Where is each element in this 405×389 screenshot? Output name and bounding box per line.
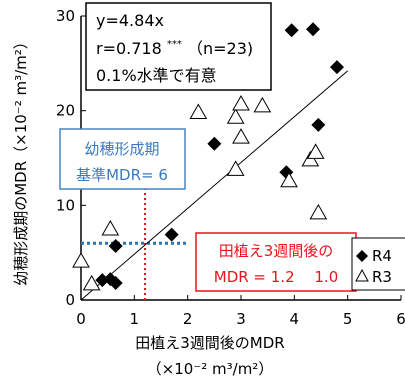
sample-count: （n=23) [187,39,253,58]
legend-r4-marker [356,250,368,262]
legend-r3-label: R3 [372,268,392,286]
blue-annotation-line2: 基準MDR= 6 [76,166,168,184]
r3-point [189,103,208,120]
x-tick-label: 3 [236,310,246,328]
x-tick-label: 1 [130,310,140,328]
r3-point [301,150,320,167]
correlation-value: r=0.718 [96,39,162,58]
r3-point [226,108,245,124]
legend-r4-label: R4 [372,247,392,265]
x-tick-label: 4 [290,310,300,328]
r4-point [306,22,320,37]
r3-point [306,143,325,159]
r3-point [232,95,250,111]
r4-point [108,239,123,254]
y-tick-label: 30 [56,7,75,25]
correlation-text: r=0.718 *** （n=23) [96,32,253,58]
r3-point [101,219,120,236]
r4-point [284,23,299,38]
y-axis-title: 幼穂形成期のMDR（×10⁻² m³/m²） [12,34,30,286]
data-points [72,22,344,291]
r3-point [72,252,90,268]
r3-point [280,171,298,188]
legend: R4 R3 [351,237,405,291]
r4-point [311,117,326,132]
r4-point [164,227,179,242]
red-annotation-line2: MDR = 1.2 1.0 [214,268,339,286]
r3-point [309,203,328,220]
y-tick-label: 20 [56,102,75,120]
r4-point [108,275,123,290]
r3-point [253,96,272,113]
regression-line [80,70,348,301]
blue-annotation: 幼穂形成期 基準MDR= 6 [59,128,186,190]
x-axis-title: 田植え3週間後のMDR [135,334,284,352]
stats-box-frame [85,2,272,91]
legend-r3-marker [355,268,369,282]
y-tick-label: 0 [65,291,75,309]
r4-point [207,136,222,151]
blue-annotation-line1: 幼穂形成期 [84,140,159,158]
significance-stars: *** [167,39,182,50]
significance-note: 0.1%水準で有意 [96,66,217,85]
x-tick-label: 2 [183,310,193,328]
x-axis-unit: （×10⁻² m³/m²） [147,360,274,378]
tick-labels: 0 1 2 3 4 5 6 0 10 20 30 [56,7,405,328]
red-annotation-line1: 田植え3週間後の [219,242,334,260]
r4-point [330,60,344,75]
red-annotation-frame [195,232,357,292]
r3-point [232,128,250,144]
stats-box: y=4.84x r=0.718 *** （n=23) 0.1%水準で有意 [85,2,272,91]
x-tick-label: 6 [396,310,405,328]
blue-annotation-frame [59,128,186,190]
x-tick-label: 5 [343,310,353,328]
x-tick-label: 0 [76,310,86,328]
y-tick-label: 10 [56,196,75,214]
red-annotation: 田植え3週間後の MDR = 1.2 1.0 [195,232,357,292]
r4-point [95,273,110,288]
r3-point [226,160,245,176]
r3-point [82,274,101,291]
regression-equation: y=4.84x [96,11,164,30]
